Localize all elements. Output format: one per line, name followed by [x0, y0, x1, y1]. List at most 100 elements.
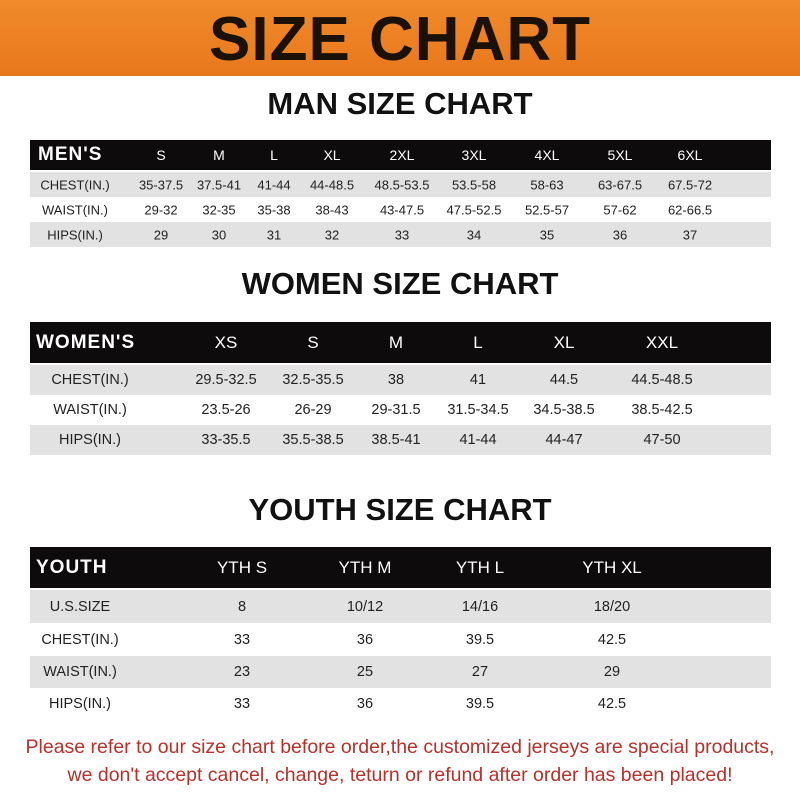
measurement-cell: 29-31.5: [371, 402, 421, 418]
row-label: U.S.SIZE: [49, 598, 111, 615]
size-header: YTH XL: [582, 557, 642, 577]
measurement-cell: 44-48.5: [309, 177, 355, 192]
measurement-cell: 23: [233, 664, 251, 680]
measurement-cell: 36: [356, 631, 374, 648]
table-row: HIPS(IN.) 33-35.5 35.5-38.5 38.5-41 41-44 44-…: [30, 425, 771, 455]
size-header: L: [270, 147, 278, 163]
measurement-cell: 43-47.5: [379, 202, 425, 217]
measurement-cell: 67.5-72: [667, 177, 713, 192]
size-header: 2XL: [389, 147, 415, 163]
measurement-cell: 39.5: [465, 696, 495, 712]
table-row: WAIST(IN.) 23 25 27 29: [30, 656, 771, 688]
women-header-row: WOMEN'S XS S M L XL XXL: [30, 322, 771, 363]
men-table-label: MEN'S: [38, 144, 103, 165]
size-header: 4XL: [534, 147, 560, 163]
measurement-cell: 35: [539, 227, 555, 242]
measurement-cell: 26-29: [294, 402, 332, 418]
measurement-cell: 23.5-26: [201, 402, 251, 418]
size-header: L: [473, 332, 483, 352]
size-header: S: [156, 147, 166, 163]
women-section-title: WOMEN SIZE CHART: [241, 266, 559, 301]
measurement-cell: 35.5-38.5: [282, 432, 344, 448]
size-header: 3XL: [461, 147, 487, 163]
measurement-cell: 29-32: [144, 202, 178, 217]
measurement-cell: 44-47: [545, 432, 583, 448]
size-header: XL: [553, 332, 575, 352]
measurement-cell: 41-44: [257, 177, 291, 192]
row-label: HIPS(IN.): [47, 227, 103, 242]
measurement-cell: 30: [211, 227, 227, 242]
table-row: HIPS(IN.) 33 36 39.5 42.5: [30, 688, 771, 720]
measurement-cell: 38.5-41: [371, 432, 421, 448]
measurement-cell: 34.5-38.5: [533, 402, 595, 418]
banner: SIZE CHART: [0, 0, 800, 76]
table-row: CHEST(IN.) 33 36 39.5 42.5: [30, 623, 771, 656]
measurement-cell: 32-35: [202, 202, 236, 217]
table-row: CHEST(IN.) 29.5-32.5 32.5-35.5 38 41 44.5 44.5…: [30, 365, 771, 395]
measurement-cell: 47-50: [643, 432, 681, 448]
row-label: CHEST(IN.): [51, 372, 129, 388]
measurement-cell: 53.5-58: [451, 177, 497, 192]
youth-section-title: YOUTH SIZE CHART: [248, 492, 552, 527]
size-header: XS: [214, 332, 238, 352]
measurement-cell: 33: [233, 696, 251, 712]
measurement-cell: 57-62: [603, 202, 637, 217]
measurement-cell: 33-35.5: [201, 432, 251, 448]
table-row: WAIST(IN.) 29-32 32-35 35-38 38-43 43-47.5 47.…: [30, 197, 771, 222]
measurement-cell: 63-67.5: [597, 177, 643, 192]
measurement-cell: 18/20: [593, 598, 631, 615]
measurement-cell: 8: [237, 598, 247, 615]
measurement-cell: 44.5-48.5: [631, 372, 693, 388]
measurement-cell: 62-66.5: [667, 202, 713, 217]
measurement-cell: 10/12: [346, 598, 384, 615]
measurement-cell: 38.5-42.5: [631, 402, 693, 418]
size-header: YTH M: [338, 557, 392, 577]
row-label: WAIST(IN.): [42, 202, 108, 217]
youth-table-label: YOUTH: [36, 556, 108, 578]
measurement-cell: 58-63: [530, 177, 564, 192]
measurement-cell: 34: [466, 227, 482, 242]
size-header: YTH L: [455, 557, 505, 577]
measurement-cell: 35-38: [257, 202, 291, 217]
row-label: CHEST(IN.): [40, 177, 110, 192]
size-header: 6XL: [677, 147, 703, 163]
measurement-cell: 29: [153, 227, 169, 242]
footer-notice-line-1: Please refer to our size chart before or…: [25, 736, 775, 758]
measurement-cell: 25: [356, 664, 374, 680]
measurement-cell: 37: [682, 227, 698, 242]
women-table-label: WOMEN'S: [36, 331, 136, 353]
row-label: WAIST(IN.): [53, 402, 127, 418]
measurement-cell: 41-44: [459, 432, 497, 448]
size-header: M: [213, 147, 225, 163]
measurement-cell: 36: [612, 227, 628, 242]
measurement-cell: 39.5: [465, 631, 495, 648]
measurement-cell: 29: [603, 664, 621, 680]
footer-notice-line-2: we don't accept cancel, change, teturn o…: [67, 764, 733, 786]
measurement-cell: 38-43: [315, 202, 349, 217]
size-header: S: [307, 332, 319, 352]
measurement-cell: 32: [324, 227, 340, 242]
men-header-row: MEN'S S M L XL 2XL 3XL 4XL 5XL 6XL: [30, 140, 771, 170]
measurement-cell: 41: [469, 372, 487, 388]
measurement-cell: 14/16: [461, 598, 499, 615]
measurement-cell: 38: [387, 372, 405, 388]
size-header: XXL: [645, 332, 679, 352]
table-row: WAIST(IN.) 23.5-26 26-29 29-31.5 31.5-34.5 34…: [30, 395, 771, 425]
measurement-cell: 29.5-32.5: [195, 372, 257, 388]
measurement-cell: 35-37.5: [138, 177, 184, 192]
measurement-cell: 42.5: [597, 696, 627, 712]
measurement-cell: 44.5: [549, 372, 579, 388]
measurement-cell: 37.5-41: [196, 177, 242, 192]
measurement-cell: 27: [471, 664, 489, 680]
banner-title: SIZE CHART: [209, 5, 591, 74]
table-row: CHEST(IN.) 35-37.5 37.5-41 41-44 44-48.5 48.5…: [30, 172, 771, 197]
size-header: M: [388, 332, 404, 352]
size-header: 5XL: [607, 147, 633, 163]
row-label: HIPS(IN.): [48, 696, 112, 712]
measurement-cell: 33: [233, 631, 251, 648]
measurement-cell: 31: [266, 227, 282, 242]
measurement-cell: 31.5-34.5: [447, 402, 509, 418]
youth-header-row: YOUTH YTH S YTH M YTH L YTH XL: [30, 547, 771, 588]
measurement-cell: 48.5-53.5: [374, 177, 430, 192]
